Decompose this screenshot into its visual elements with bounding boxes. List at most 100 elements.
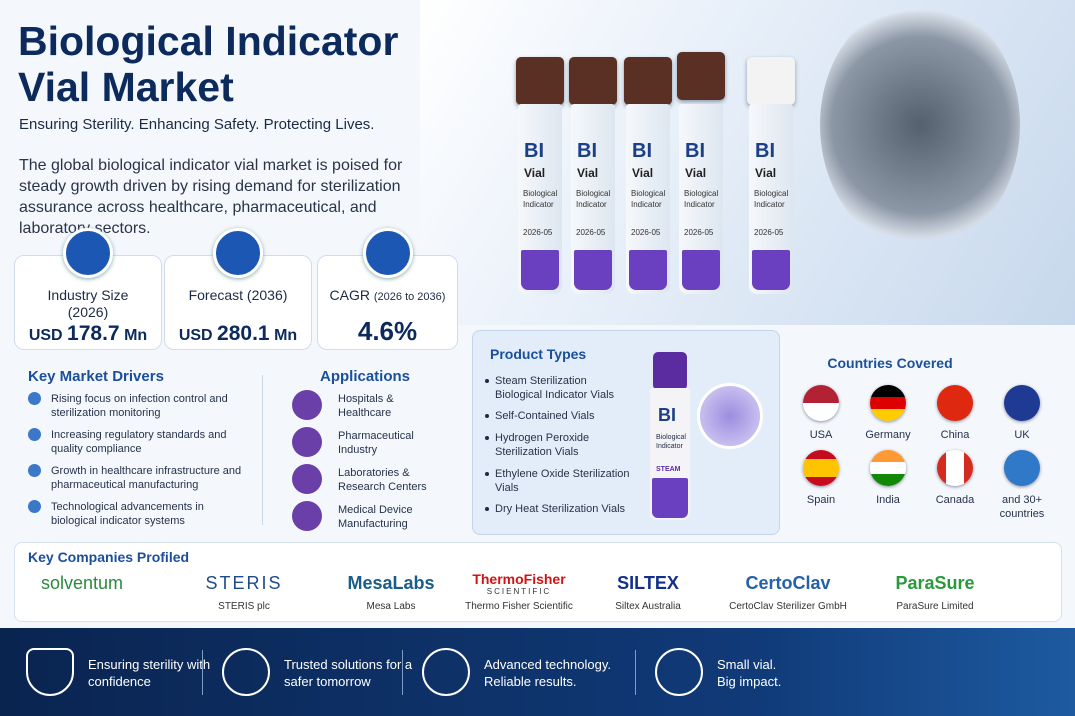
bullet: [485, 436, 489, 440]
tagline: Ensuring Sterility. Enhancing Safety. Pr…: [19, 116, 375, 133]
vial-liquid: [521, 250, 559, 290]
company-logo: SILTEX: [617, 573, 679, 593]
stat-label-text: CAGR: [329, 287, 370, 303]
vial-code: BI: [577, 140, 597, 162]
footer-divider: [202, 650, 203, 695]
bullet: [485, 414, 489, 418]
company-name: ParaSure Limited: [896, 601, 974, 612]
section-title: Product Types: [490, 346, 587, 362]
stat-unit: Mn: [124, 327, 148, 344]
sterilizer: [820, 0, 1020, 250]
intro: The global biological indicator vial mar…: [19, 157, 403, 237]
vial-desc: Biological Indicator: [754, 189, 789, 209]
vial-lot: 2026-05: [576, 228, 606, 237]
stat-label: Forecast (2036): [188, 287, 288, 303]
section-title: Countries Covered: [827, 355, 953, 371]
stat-value: 280.1: [217, 322, 270, 345]
flag: [803, 385, 839, 421]
vial-name: Vial: [577, 166, 599, 180]
stat-value: 178.7: [67, 322, 120, 345]
country: Canada: [935, 494, 975, 506]
footer-icon: [655, 648, 703, 696]
vial-lot: 2026-05: [684, 228, 714, 237]
microbe-lens: [697, 383, 763, 449]
driver: Rising focus on infection control and st…: [51, 393, 228, 419]
section-title: Key Market Drivers: [28, 368, 164, 385]
company-logo: STERIS: [205, 573, 283, 593]
flag: [1004, 385, 1040, 421]
company-logo: ThermoFisher: [472, 571, 566, 587]
flag: [870, 450, 906, 486]
vial-tag: STEAM: [656, 466, 681, 473]
vial-lot: 2026-05: [523, 228, 553, 237]
stat-value: USD 178.7 Mn: [14, 322, 162, 346]
driver: Increasing regulatory standards and qual…: [51, 429, 227, 455]
bullet: [485, 507, 489, 511]
footer-divider: [402, 650, 403, 695]
country: China: [940, 429, 970, 441]
product-type: Dry Heat Sterilization Vials: [495, 503, 626, 515]
company-logo-sub: SCIENTIFIC: [486, 587, 552, 596]
vial-name: Vial: [524, 166, 546, 180]
company-logo: ParaSure: [895, 573, 975, 593]
title: Biological Indicator Vial Market: [18, 18, 399, 110]
footer-icon: [422, 648, 470, 696]
vial-lot: 2026-05: [754, 228, 784, 237]
stat-value: USD 280.1 Mn: [164, 322, 312, 346]
footer-text: Ensuring sterility with confidence: [88, 657, 211, 689]
driver: Growth in healthcare infrastructure and …: [51, 465, 242, 491]
stat-note: (2026 to 2036): [373, 291, 446, 303]
vial-cap: [624, 57, 672, 105]
vial-name: Vial: [632, 166, 654, 180]
vial-liquid: [752, 250, 790, 290]
vial-code: BI: [524, 140, 544, 162]
application: Pharmaceutical Industry: [338, 430, 414, 456]
country: UK: [1014, 429, 1030, 441]
check-icon: [28, 428, 41, 441]
footer-icon: [26, 648, 74, 696]
company-name: CertoClav Sterilizer GmbH: [729, 601, 847, 612]
company-name: STERIS plc: [218, 601, 270, 612]
flag: [1004, 450, 1040, 486]
footer-icon: [222, 648, 270, 696]
product-type: Steam Sterilization Biological Indicator…: [495, 375, 615, 401]
vial-desc: Biological Indicator: [684, 189, 719, 209]
flag: [937, 385, 973, 421]
divider: [262, 375, 263, 525]
vial-liquid: [629, 250, 667, 290]
stat-value: 4.6%: [357, 316, 418, 346]
flag: [937, 450, 973, 486]
stat-icon: [63, 228, 113, 278]
vial-desc: Biological Indicator: [656, 434, 686, 450]
vial-desc: Biological Indicator: [576, 189, 611, 209]
section-title: Applications: [320, 368, 411, 385]
application: Hospitals & Healthcare: [338, 393, 394, 419]
vial-code: BI: [658, 405, 676, 425]
company-logo: CertoClav: [745, 573, 831, 593]
vial-liquid: [574, 250, 612, 290]
stat-unit: Mn: [274, 327, 298, 344]
bullet: [485, 379, 489, 383]
vial-desc: Biological Indicator: [631, 189, 666, 209]
vial-liquid: [652, 478, 688, 518]
country: USA: [809, 429, 833, 441]
vial-name: Vial: [685, 166, 707, 180]
vial-code: BI: [685, 140, 705, 162]
company-name: Mesa Labs: [366, 601, 416, 612]
vial-liquid: [682, 250, 720, 290]
flag: [803, 450, 839, 486]
stat-icon: [362, 228, 413, 278]
footer: [0, 628, 1075, 716]
vial-lot: 2026-05: [631, 228, 661, 237]
app-icon: [292, 427, 322, 457]
vial-code: BI: [632, 140, 652, 162]
country: Germany: [865, 429, 911, 441]
vial-cap: [677, 52, 725, 100]
vial-cap: [516, 57, 564, 105]
flag: [870, 385, 906, 421]
company-logo: solventum: [40, 573, 124, 593]
check-icon: [28, 464, 41, 477]
vial-cap: [653, 352, 687, 390]
section-title: Key Companies Profiled: [28, 549, 190, 565]
stat-prefix: USD: [178, 327, 213, 344]
